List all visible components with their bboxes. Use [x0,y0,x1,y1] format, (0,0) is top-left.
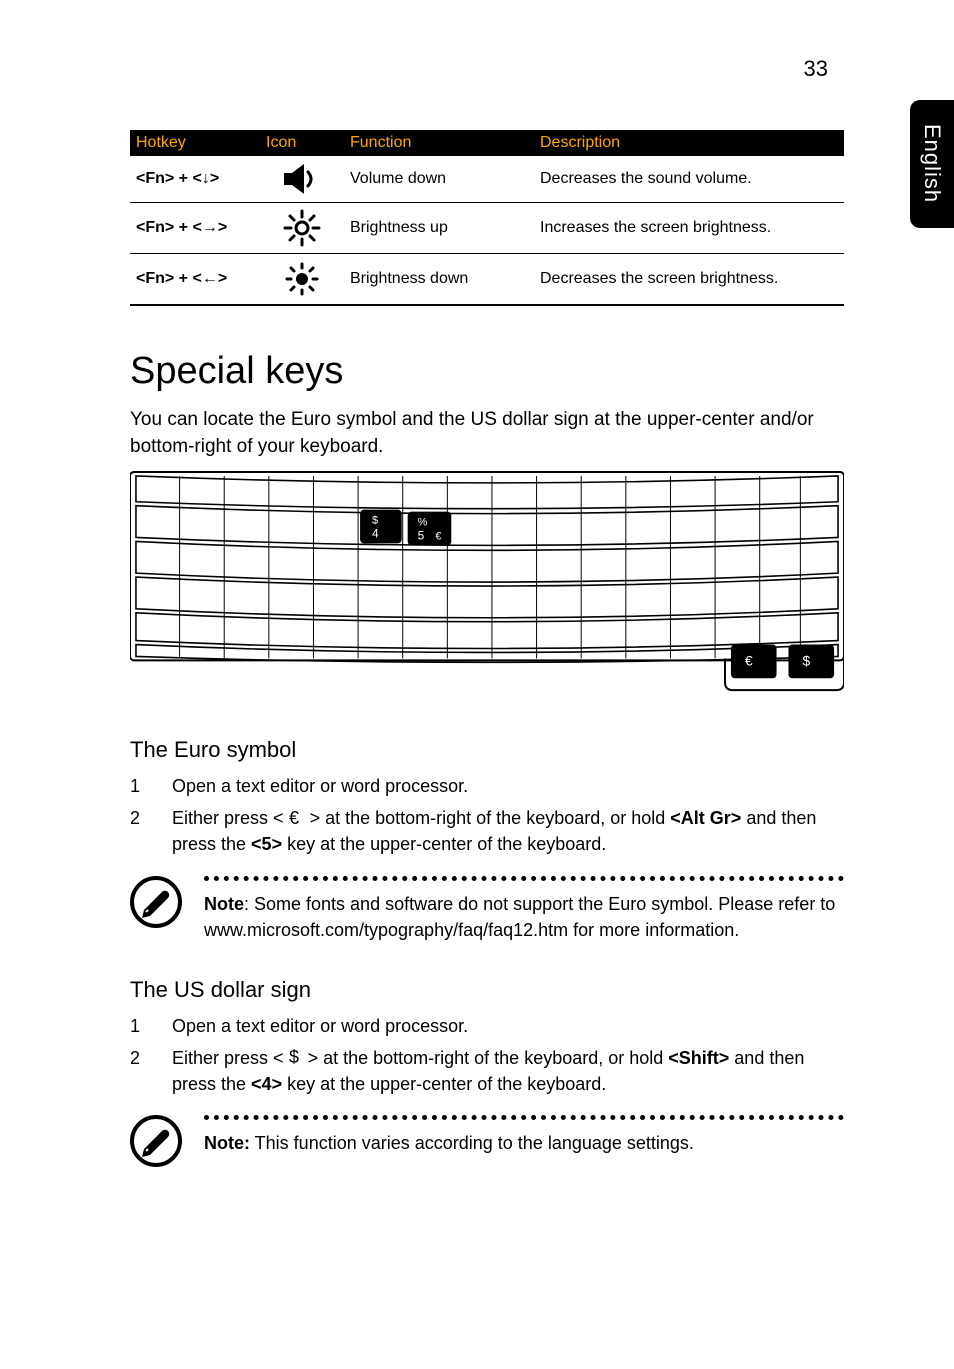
description-cell: Increases the screen brightness. [534,203,844,254]
volume-down-icon [282,162,322,196]
note-frag: This function varies according to the la… [250,1133,694,1153]
key5-right: € [435,531,441,543]
note-label: Note [204,894,244,914]
note-frag: for more information. [568,920,739,940]
th-function: Function [344,130,534,156]
brightness-up-icon [283,209,321,247]
function-cell: Volume down [344,156,534,203]
step-number: 1 [130,1013,148,1039]
language-tab: English [910,100,954,228]
list-item: 2 Either press < $ > at the bottom-right… [130,1045,844,1097]
function-cell: Brightness down [344,254,534,306]
euro-heading: The Euro symbol [130,737,844,763]
page-number: 33 [804,56,828,82]
svg-text:$: $ [289,1047,299,1067]
step-frag: > at the bottom-right of the keyboard, o… [305,808,671,828]
step-frag: key at the upper-center of the keyboard. [282,834,606,854]
key4-bottom: 4 [372,527,379,541]
list-item: 1 Open a text editor or word processor. [130,773,844,799]
key4-top: $ [372,515,378,527]
step-frag-bold: <Alt Gr> [670,808,741,828]
step-frag: Either press < [172,808,289,828]
note-label: Note: [204,1133,250,1153]
step-text: Either press < $ > at the bottom-right o… [172,1045,844,1097]
pencil-badge-icon [130,1115,186,1172]
description-cell: Decreases the sound volume. [534,156,844,203]
note-link[interactable]: www.microsoft.com/typography/faq/faq12.h… [204,920,568,940]
note-divider [204,876,844,881]
icon-cell [260,203,344,254]
note-frag: : Some fonts and software do not support… [244,894,835,914]
th-icon: Icon [260,130,344,156]
step-frag-bold: <5> [251,834,282,854]
note-text: Note: Some fonts and software do not sup… [204,891,844,943]
icon-cell [260,156,344,203]
list-item: 2 Either press < € > at the bottom-right… [130,805,844,857]
pencil-badge-icon [130,876,186,943]
step-number: 2 [130,1045,148,1097]
hotkey-cell: <Fn> + <→> [130,203,260,254]
function-cell: Brightness up [344,203,534,254]
bottom-key-euro: € [745,653,753,669]
step-frag: > at the bottom-right of the keyboard, o… [303,1048,669,1068]
note-divider [204,1115,844,1120]
table-row: <Fn> + <↓> Volume down Decreases the sou… [130,156,844,203]
th-description: Description [534,130,844,156]
key5-top: % [418,517,428,529]
language-tab-label: English [919,124,945,203]
intro-text: You can locate the Euro symbol and the U… [130,407,844,460]
icon-cell [260,254,344,306]
note-text: Note: This function varies according to … [204,1130,844,1156]
usd-heading: The US dollar sign [130,977,844,1003]
step-text: Open a text editor or word processor. [172,1013,844,1039]
description-cell: Decreases the screen brightness. [534,254,844,306]
step-number: 2 [130,805,148,857]
hotkey-cell: <Fn> + <←> [130,254,260,306]
dollar-symbol-icon: $ [289,1047,303,1067]
hotkey-cell: <Fn> + <↓> [130,156,260,203]
table-row: <Fn> + <←> Brightness down Decreases the… [130,254,844,306]
section-heading: Special keys [130,350,844,393]
list-item: 1 Open a text editor or word processor. [130,1013,844,1039]
step-frag: key at the upper-center of the keyboard. [282,1074,606,1094]
step-text: Open a text editor or word processor. [172,773,844,799]
keyboard-illustration: $ 4 % 5 € € $ [130,470,844,698]
step-frag: Either press < [172,1048,289,1068]
key5-bottom: 5 [418,529,425,543]
brightness-down-icon [283,260,321,298]
step-frag-bold: <Shift> [668,1048,729,1068]
euro-steps: 1 Open a text editor or word processor. … [130,773,844,857]
euro-symbol-icon: € [289,809,305,827]
svg-text:€: € [289,809,299,827]
usd-steps: 1 Open a text editor or word processor. … [130,1013,844,1097]
th-hotkey: Hotkey [130,130,260,156]
usd-note: Note: This function varies according to … [130,1115,844,1172]
table-row: <Fn> + <→> Brightness up Increases the s… [130,203,844,254]
euro-note: Note: Some fonts and software do not sup… [130,876,844,943]
step-frag-bold: <4> [251,1074,282,1094]
hotkey-table: Hotkey Icon Function Description <Fn> + … [130,130,844,306]
step-text: Either press < € > at the bottom-right o… [172,805,844,857]
step-number: 1 [130,773,148,799]
bottom-key-dollar: $ [802,653,810,669]
